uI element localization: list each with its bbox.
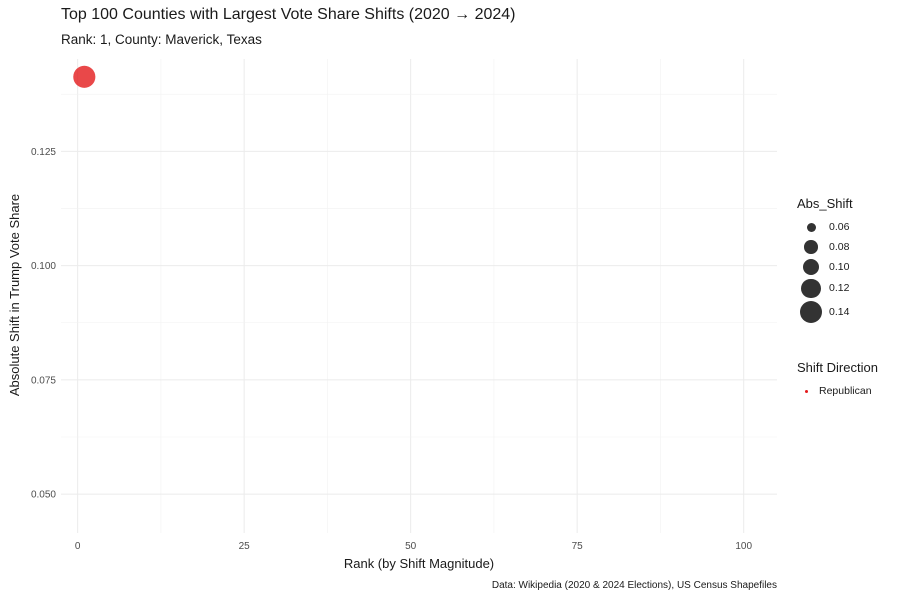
size-legend-key bbox=[797, 301, 825, 324]
size-legend: Abs_Shift 0.06 0.08 0.10 0.12 0.14 bbox=[797, 196, 853, 325]
y-tick-label: 0.100 bbox=[31, 261, 56, 272]
size-legend-item: 0.08 bbox=[797, 237, 853, 257]
x-tick-label: 75 bbox=[572, 541, 584, 552]
y-tick-labels: 0.050 0.075 0.100 0.125 bbox=[31, 147, 56, 501]
color-legend-label: Republican bbox=[819, 385, 872, 397]
data-points bbox=[73, 65, 96, 88]
color-legend-dot bbox=[804, 389, 808, 393]
size-legend-label: 0.12 bbox=[829, 282, 850, 295]
x-tick-label: 100 bbox=[735, 541, 752, 552]
chart-title: Top 100 Counties with Largest Vote Share… bbox=[61, 6, 516, 23]
size-legend-item: 0.06 bbox=[797, 217, 853, 237]
size-legend-title: Abs_Shift bbox=[797, 196, 853, 211]
size-legend-item: 0.10 bbox=[797, 257, 853, 277]
chart-caption: Data: Wikipedia (2020 & 2024 Elections),… bbox=[491, 580, 777, 591]
size-legend-items: 0.06 0.08 0.10 0.12 0.14 bbox=[797, 217, 853, 325]
color-legend-title: Shift Direction bbox=[797, 360, 878, 375]
size-legend-item: 0.12 bbox=[797, 277, 853, 300]
data-point bbox=[73, 65, 96, 88]
size-legend-label: 0.06 bbox=[829, 221, 850, 233]
size-legend-dot bbox=[804, 240, 818, 254]
color-legend: Shift Direction Republican bbox=[797, 360, 878, 401]
size-legend-key bbox=[797, 258, 825, 276]
color-legend-key bbox=[797, 389, 815, 393]
y-tick-label: 0.050 bbox=[31, 490, 56, 501]
x-tick-label: 0 bbox=[75, 541, 81, 552]
x-tick-label: 50 bbox=[405, 541, 417, 552]
x-tick-labels: 0 25 50 75 100 bbox=[75, 541, 753, 552]
size-legend-key bbox=[797, 240, 825, 254]
size-legend-dot bbox=[806, 222, 816, 232]
chart-subtitle: Rank: 1, County: Maverick, Texas bbox=[61, 32, 262, 47]
color-legend-items: Republican bbox=[797, 381, 878, 401]
size-legend-label: 0.10 bbox=[829, 261, 850, 273]
x-tick-label: 25 bbox=[239, 541, 251, 552]
size-legend-label: 0.14 bbox=[829, 306, 850, 319]
color-legend-item: Republican bbox=[797, 381, 878, 401]
y-tick-label: 0.075 bbox=[31, 375, 56, 386]
y-tick-label: 0.125 bbox=[31, 147, 56, 158]
size-legend-item: 0.14 bbox=[797, 300, 853, 325]
y-axis-title: Absolute Shift in Trump Vote Share bbox=[7, 194, 22, 396]
size-legend-label: 0.08 bbox=[829, 241, 850, 253]
size-legend-dot bbox=[801, 278, 821, 299]
size-legend-key bbox=[797, 278, 825, 299]
size-legend-dot bbox=[800, 301, 822, 324]
grid-lines bbox=[61, 59, 777, 533]
x-axis-title: Rank (by Shift Magnitude) bbox=[344, 556, 494, 571]
size-legend-key bbox=[797, 222, 825, 232]
size-legend-dot bbox=[802, 258, 820, 276]
